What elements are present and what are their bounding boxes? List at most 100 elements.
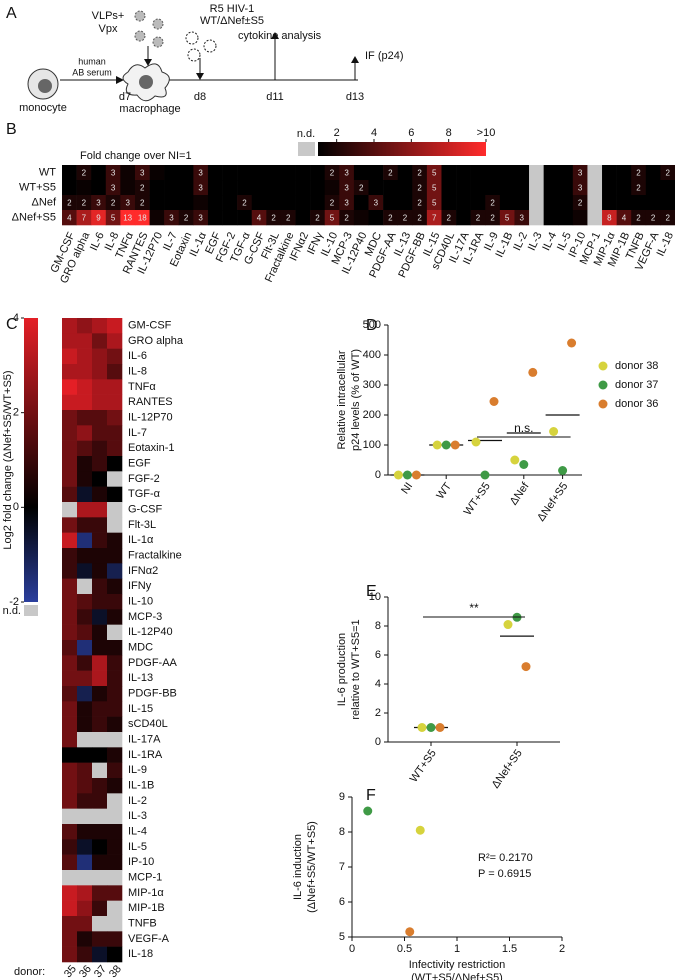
heat-cell <box>266 165 282 181</box>
cell-label: 3 <box>198 169 203 178</box>
heat-cell <box>92 716 108 733</box>
heat-cell <box>107 870 123 886</box>
heat-cell <box>412 180 428 196</box>
label: IF (p24) <box>365 50 404 62</box>
cell-label: 2 <box>388 169 393 178</box>
cell-label: 9 <box>96 214 101 223</box>
heat-cell <box>62 594 78 610</box>
cell-label: 2 <box>417 169 422 178</box>
heat-cell <box>62 885 78 901</box>
heat-cell <box>62 364 78 380</box>
heat-cell <box>456 180 471 196</box>
x-tick-label: 0.5 <box>397 943 412 955</box>
heat-cell <box>77 640 93 656</box>
row-label: IL-13 <box>128 672 153 684</box>
cell-label: 3 <box>111 184 116 193</box>
heat-cell <box>339 195 355 211</box>
y-tick-label: 7 <box>339 861 345 873</box>
row-label: IL-18 <box>128 948 153 960</box>
heat-cell <box>62 410 78 426</box>
heat-cell <box>602 210 617 226</box>
data-point <box>415 825 425 835</box>
label: R5 HIV-1 <box>210 3 255 15</box>
heat-cell <box>107 916 123 932</box>
label: macrophage <box>119 103 180 115</box>
heat-cell <box>77 716 93 733</box>
heat-cell <box>543 195 559 211</box>
heat-cell <box>77 931 93 947</box>
heat-cell <box>426 210 442 226</box>
heat-cell <box>62 808 78 825</box>
heat-cell <box>120 210 136 226</box>
colorbar-tick-label: 8 <box>446 127 452 139</box>
x-tick-label: 0 <box>349 943 355 955</box>
heat-cell <box>353 165 369 181</box>
y-axis-label: p24 levels (% of WT) <box>350 349 362 451</box>
heat-cell <box>62 333 78 349</box>
heat-cell <box>514 195 530 211</box>
column-title: donor: <box>14 966 45 978</box>
y-tick-label: 100 <box>363 439 381 451</box>
heat-cell <box>107 348 123 365</box>
heat-cell <box>92 900 108 917</box>
heat-cell <box>92 440 108 457</box>
heat-cell <box>62 870 78 886</box>
heat-cell <box>77 870 93 886</box>
heat-cell <box>77 333 93 349</box>
heat-cell <box>456 210 471 226</box>
heat-cell <box>77 456 93 472</box>
y-axis-label: (ΔNef+S5/WT+S5) <box>306 821 318 913</box>
heat-cell <box>77 900 93 917</box>
heat-cell <box>207 165 223 181</box>
heat-cell <box>499 180 515 196</box>
panel-label: B <box>6 121 17 138</box>
row-label: IL-7 <box>128 427 147 439</box>
heat-cell <box>92 425 108 441</box>
row-label: TGF-α <box>128 488 161 500</box>
heat-cell <box>77 348 93 365</box>
arrow-head <box>144 59 152 66</box>
label: d7 <box>119 91 131 103</box>
cell-label: 5 <box>330 214 335 223</box>
heat-cell <box>587 195 603 211</box>
heat-cell <box>92 318 108 334</box>
heat-cell <box>251 180 267 196</box>
data-point <box>528 367 538 377</box>
heat-cell <box>107 747 123 763</box>
heat-cell <box>149 195 165 211</box>
heat-cell <box>105 180 121 196</box>
heat-cell <box>295 210 311 226</box>
heat-cell <box>92 348 108 365</box>
heat-cell <box>280 210 296 226</box>
heat-cell <box>602 195 617 211</box>
heat-cell <box>92 701 108 717</box>
heat-cell <box>92 532 108 549</box>
cell-label: 3 <box>111 169 116 178</box>
heat-cell <box>426 195 442 211</box>
cell-label: 2 <box>344 214 349 223</box>
heat-cell <box>645 195 661 211</box>
heat-cell <box>514 180 530 196</box>
nucleus <box>38 79 52 93</box>
heat-cell <box>164 165 180 181</box>
heat-cell <box>92 885 108 901</box>
heat-cell <box>62 578 78 595</box>
heat-cell <box>178 210 194 226</box>
y-tick-label: 8 <box>339 826 345 838</box>
heat-cell <box>149 210 165 226</box>
heat-cell <box>107 670 123 687</box>
cell-label: 3 <box>344 199 349 208</box>
row-label: FGF-2 <box>128 473 160 485</box>
data-point <box>432 440 442 450</box>
vlp-icon <box>152 18 164 30</box>
heat-cell <box>193 195 209 211</box>
data-point <box>558 466 568 475</box>
row-label: WT+S5 <box>19 181 56 193</box>
y-axis-label: IL-6 production <box>336 633 348 706</box>
heat-cell <box>92 946 108 963</box>
heat-cell <box>92 594 108 610</box>
heat-cell <box>107 609 123 625</box>
cell-label: 2 <box>330 169 335 178</box>
heat-cell <box>324 195 340 211</box>
colorbar-tick-label: 6 <box>408 127 414 139</box>
